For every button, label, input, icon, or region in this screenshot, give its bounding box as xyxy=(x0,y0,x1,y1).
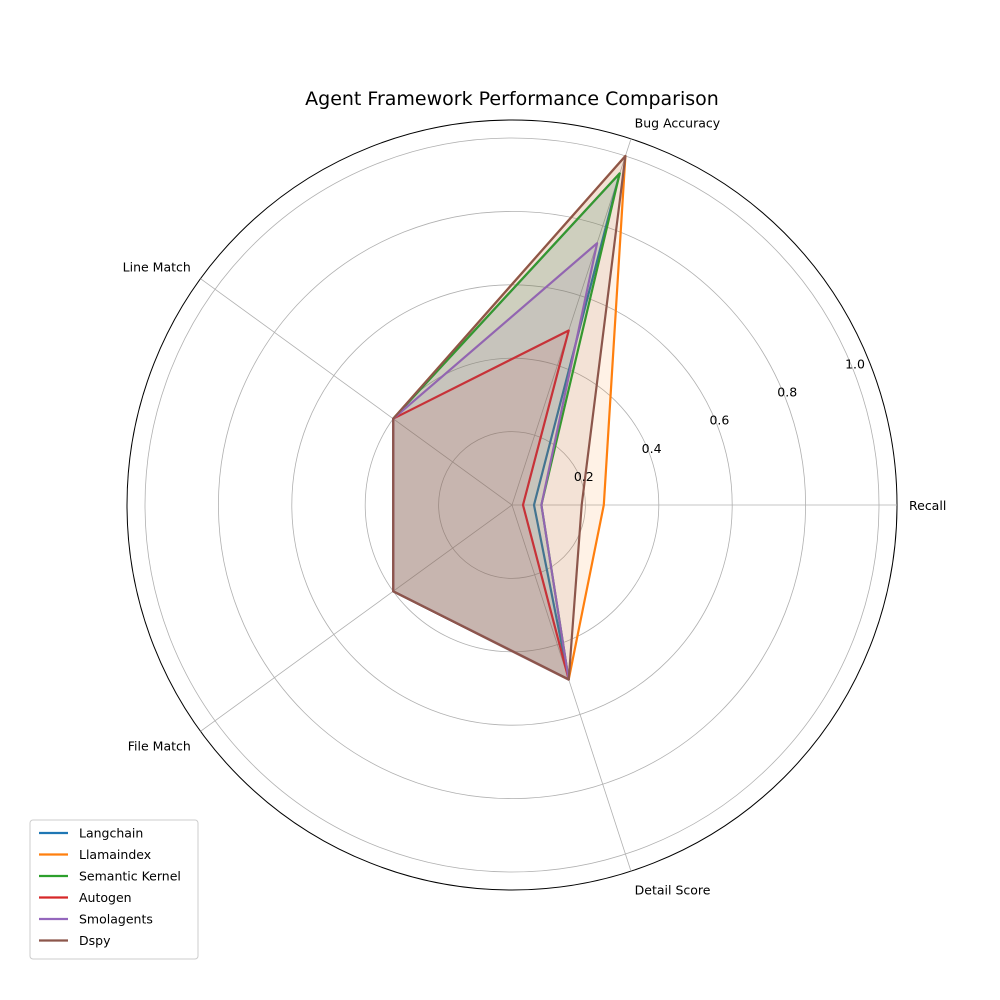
legend-label-llamaindex: Llamaindex xyxy=(79,847,151,862)
radar-labels: 0.2 0.4 0.6 0.8 1.0 Recall Bug Accuracy Line Ma… xyxy=(123,115,947,897)
radar-grid xyxy=(126,119,898,891)
series-line-dspy xyxy=(392,154,627,681)
series-fill-autogen xyxy=(393,330,569,680)
axis-label-bug-accuracy: Bug Accuracy xyxy=(635,115,721,130)
spoke-4 xyxy=(511,504,632,872)
axis-label-detail-score: Detail Score xyxy=(635,883,711,898)
radar-series xyxy=(392,154,627,681)
legend-label-smolagents: Smolagents xyxy=(79,912,153,927)
spoke-1 xyxy=(511,138,632,506)
legend-label-langchain: Langchain xyxy=(79,826,143,841)
axis-label-recall: Recall xyxy=(909,498,946,513)
series-fill-smolagents xyxy=(393,243,598,680)
r-tick-label: 0.6 xyxy=(709,413,729,428)
r-tick-label: 0.2 xyxy=(574,469,594,484)
r-tick-label: 0.4 xyxy=(642,441,662,456)
series-fill-dspy xyxy=(393,156,626,680)
series-fill-semantic-kernel xyxy=(393,173,620,680)
r-tick-label: 0.8 xyxy=(777,385,797,400)
legend-label-dspy: Dspy xyxy=(79,933,111,948)
r-tick-label: 1.0 xyxy=(845,357,865,372)
spoke-3 xyxy=(200,504,513,732)
axis-label-line-match: Line Match xyxy=(123,260,191,275)
series-fill-langchain xyxy=(393,173,620,680)
legend-label-semantic-kernel: Semantic Kernel xyxy=(79,869,181,884)
axis-label-file-match: File Match xyxy=(128,738,191,753)
spoke-2 xyxy=(200,278,513,506)
legend-label-autogen: Autogen xyxy=(79,890,132,905)
legend: Langchain Llamaindex Semantic Kernel Autoge… xyxy=(29,819,199,960)
chart-title: Agent Framework Performance Comparison xyxy=(305,88,719,110)
series-fill-llamaindex xyxy=(393,156,626,680)
legend-box xyxy=(29,819,199,960)
